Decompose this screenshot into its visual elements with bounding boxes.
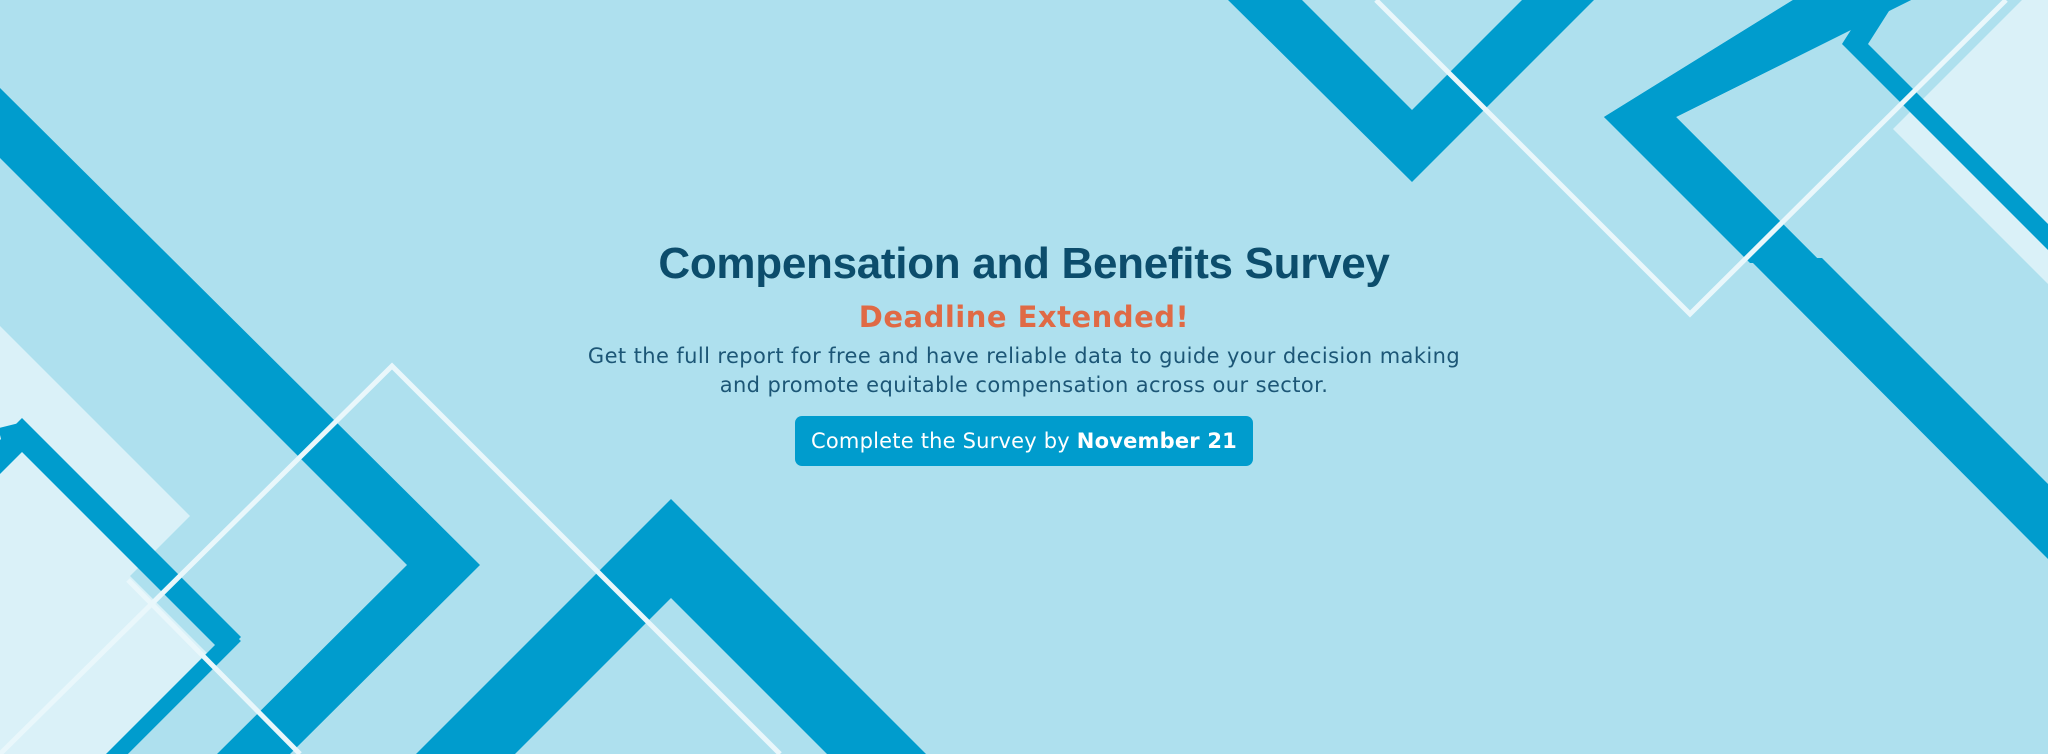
outline-line-left	[126, 578, 302, 754]
description-line-1: Get the full report for free and have re…	[587, 344, 1461, 368]
outline-diamond-left	[0, 362, 782, 754]
complete-survey-button-label: Complete the Survey by	[811, 429, 1077, 453]
complete-survey-button-date: November 21	[1076, 429, 1237, 453]
pale-diamond-right	[1893, 0, 2048, 284]
stripe-chevron-bottom	[416, 499, 926, 754]
outline-diamond-right	[1374, 0, 2008, 318]
page-title: Compensation and Benefits Survey	[658, 239, 1390, 288]
description-line-2: and promote equitable compensation acros…	[719, 373, 1329, 397]
stripe-chevron-far-right	[1842, 0, 2048, 250]
stripe-chevron-left-large	[0, 88, 480, 754]
pale-chevron-left	[0, 446, 214, 754]
stripe-top-v	[1228, 0, 1594, 182]
banner-content: Compensation and Benefits Survey Deadlin…	[0, 236, 2048, 466]
complete-survey-button[interactable]: Complete the Survey by November 21	[795, 416, 1253, 466]
stripe-diagonal-right-band	[1748, 258, 2048, 559]
stripe-chevron-left-small	[0, 418, 241, 754]
deadline-notice: Deadline Extended!	[858, 300, 1190, 334]
banner-description: Get the full report for free and have re…	[544, 342, 1504, 400]
stripe-chevron-right-band	[1604, 0, 1911, 263]
